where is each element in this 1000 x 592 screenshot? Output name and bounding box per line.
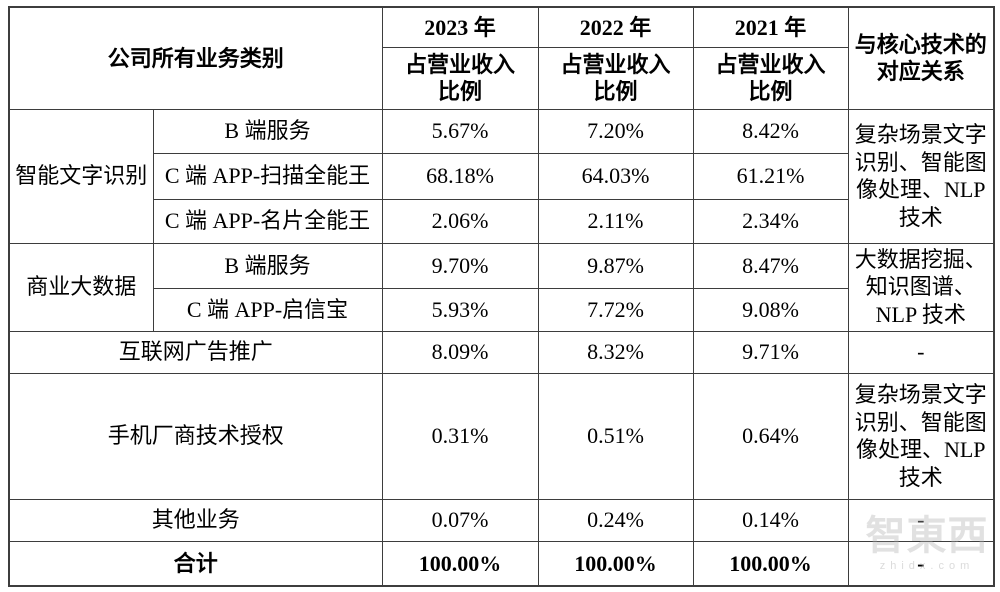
cell-business-label: 手机厂商技术授权 <box>8 372 383 500</box>
cell-pct-2022: 2.11% <box>537 198 694 244</box>
cell-pct-2023: 9.70% <box>381 242 539 289</box>
cell-pct-2022: 64.03% <box>537 152 694 200</box>
business-revenue-table: 公司所有业务类别 2023 年 2022 年 2021 年 与核心技术的 对应关… <box>8 6 996 587</box>
header-tech-relation: 与核心技术的 对应关系 <box>847 6 995 110</box>
cell-pct-2022: 0.51% <box>537 372 694 500</box>
cell-tech-relation: 大数据挖掘、 知识图谱、 NLP 技术 <box>847 242 995 332</box>
cell-pct-2021: 100.00% <box>692 540 849 587</box>
cell-business-label: C 端 APP-扫描全能王 <box>152 152 383 200</box>
cell-pct-2021: 8.47% <box>692 242 849 289</box>
cell-tech-relation: 复杂场景文字 识别、智能图 像处理、NLP 技术 <box>847 108 995 244</box>
cell-business-label: C 端 APP-启信宝 <box>152 287 383 332</box>
cell-business-label: B 端服务 <box>152 108 383 154</box>
cell-pct-2021: 61.21% <box>692 152 849 200</box>
cell-tech-relation: - <box>847 540 995 587</box>
cell-pct-2023: 2.06% <box>381 198 539 244</box>
cell-pct-2023: 8.09% <box>381 330 539 374</box>
cell-business-label: C 端 APP-名片全能王 <box>152 198 383 244</box>
header-business-category: 公司所有业务类别 <box>8 6 383 110</box>
cell-pct-2022: 9.87% <box>537 242 694 289</box>
cell-group-label: 商业大数据 <box>8 242 154 332</box>
cell-pct-2021: 0.14% <box>692 498 849 542</box>
cell-pct-2023: 68.18% <box>381 152 539 200</box>
cell-pct-2021: 2.34% <box>692 198 849 244</box>
cell-tech-relation: - <box>847 498 995 542</box>
cell-pct-2022: 100.00% <box>537 540 694 587</box>
cell-group-label: 智能文字识别 <box>8 108 154 244</box>
cell-pct-2023: 5.67% <box>381 108 539 154</box>
cell-pct-2021: 9.08% <box>692 287 849 332</box>
header-revenue-share-2022: 占营业收入 比例 <box>537 46 694 110</box>
header-year-2023: 2023 年 <box>381 6 539 48</box>
cell-tech-relation: - <box>847 330 995 374</box>
cell-tech-relation: 复杂场景文字 识别、智能图 像处理、NLP 技术 <box>847 372 995 500</box>
header-revenue-share-2023: 占营业收入 比例 <box>381 46 539 110</box>
header-year-2021: 2021 年 <box>692 6 849 48</box>
cell-pct-2021: 0.64% <box>692 372 849 500</box>
cell-business-label: 其他业务 <box>8 498 383 542</box>
cell-pct-2023: 5.93% <box>381 287 539 332</box>
cell-pct-2023: 100.00% <box>381 540 539 587</box>
cell-pct-2023: 0.31% <box>381 372 539 500</box>
cell-pct-2022: 8.32% <box>537 330 694 374</box>
cell-pct-2021: 9.71% <box>692 330 849 374</box>
cell-pct-2022: 7.72% <box>537 287 694 332</box>
cell-business-label: B 端服务 <box>152 242 383 289</box>
header-revenue-share-2021: 占营业收入 比例 <box>692 46 849 110</box>
cell-pct-2022: 7.20% <box>537 108 694 154</box>
cell-pct-2023: 0.07% <box>381 498 539 542</box>
cell-business-label: 互联网广告推广 <box>8 330 383 374</box>
cell-pct-2022: 0.24% <box>537 498 694 542</box>
cell-pct-2021: 8.42% <box>692 108 849 154</box>
header-year-2022: 2022 年 <box>537 6 694 48</box>
cell-total-label: 合计 <box>8 540 383 587</box>
